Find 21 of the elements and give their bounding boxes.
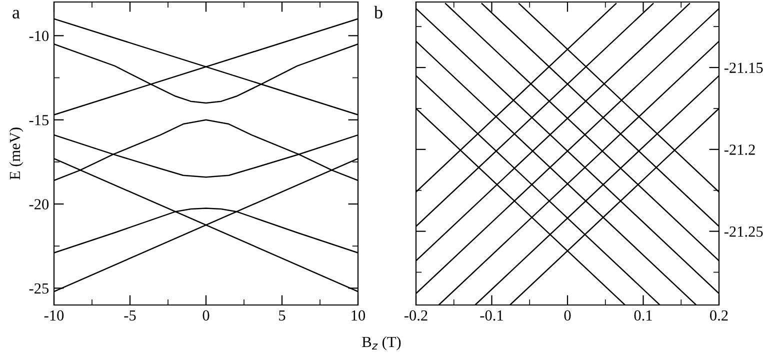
x-tick-label: 5: [279, 310, 286, 321]
x-tick-label: 0.2: [710, 310, 728, 321]
x-tick-label: 0: [564, 310, 571, 321]
y-tick-label: -15: [29, 115, 49, 126]
x-tick-label: -10: [44, 310, 64, 321]
y-tick-label: -25: [29, 283, 49, 294]
x-tick-label: -5: [124, 310, 136, 321]
y2-tick-label: -21.2: [724, 144, 755, 155]
y2-tick-label: -21.15: [724, 62, 763, 74]
y-axis-title: E (meV): [9, 128, 24, 180]
y-tick-label: -10: [29, 30, 49, 42]
x-tick-label: 0.1: [634, 310, 652, 321]
x-tick-label: 10: [352, 310, 366, 321]
x-tick-label: 0: [202, 310, 210, 321]
chart-title: a: [12, 10, 20, 19]
y2-tick-label: -21.25: [724, 226, 763, 237]
x-axis-title: B$_{z}$ (T): [362, 336, 401, 350]
x-tick-label: -0.2: [404, 310, 428, 321]
x-tick-label: -0.1: [480, 310, 503, 321]
y-tick-label: -20: [29, 199, 49, 210]
chart-title: b: [374, 6, 382, 19]
